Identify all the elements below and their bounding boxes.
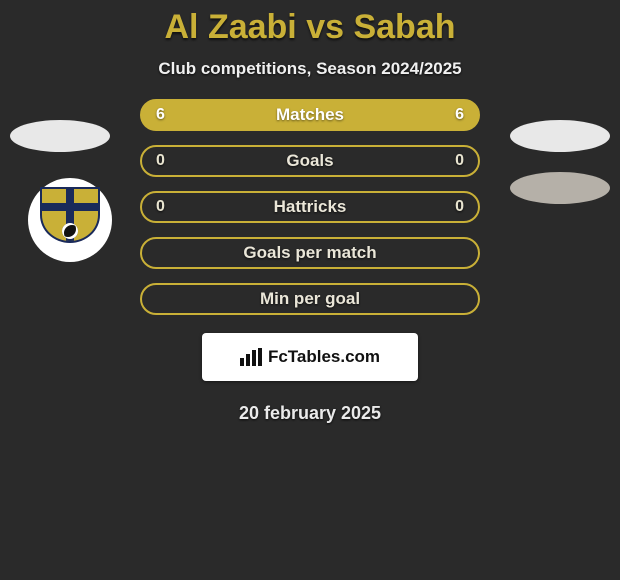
watermark-text: FcTables.com — [268, 347, 380, 367]
player-left-avatar-placeholder — [10, 120, 110, 152]
stat-left-value: 6 — [156, 106, 165, 124]
stat-right-value: 0 — [455, 198, 464, 216]
player-right-avatar-placeholder — [510, 120, 610, 152]
club-badge — [28, 178, 112, 262]
stats-card: Al Zaabi vs Sabah Club competitions, Sea… — [0, 0, 620, 580]
stat-row: Min per goal — [140, 283, 480, 315]
player-right-avatar-placeholder-2 — [510, 172, 610, 204]
stat-row: 0 Hattricks 0 — [140, 191, 480, 223]
subtitle: Club competitions, Season 2024/2025 — [0, 59, 620, 79]
stat-label: Goals — [286, 151, 333, 171]
stat-row: Goals per match — [140, 237, 480, 269]
bar-chart-icon — [240, 348, 262, 366]
stat-label: Goals per match — [243, 243, 376, 263]
stat-right-value: 6 — [455, 106, 464, 124]
club-shield-icon — [40, 187, 100, 253]
stat-left-value: 0 — [156, 152, 165, 170]
stat-label: Min per goal — [260, 289, 360, 309]
stat-row: 6 Matches 6 — [140, 99, 480, 131]
stat-right-value: 0 — [455, 152, 464, 170]
stat-label: Hattricks — [274, 197, 347, 217]
stat-left-value: 0 — [156, 198, 165, 216]
watermark[interactable]: FcTables.com — [202, 333, 418, 381]
page-title: Al Zaabi vs Sabah — [0, 8, 620, 47]
stat-row: 0 Goals 0 — [140, 145, 480, 177]
snapshot-date: 20 february 2025 — [0, 403, 620, 424]
stat-label: Matches — [276, 105, 344, 125]
